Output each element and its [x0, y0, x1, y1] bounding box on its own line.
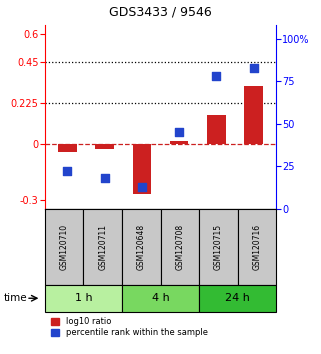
- Text: GSM120711: GSM120711: [98, 224, 107, 270]
- Legend: log10 ratio, percentile rank within the sample: log10 ratio, percentile rank within the …: [49, 316, 209, 339]
- Point: [102, 176, 107, 181]
- Point: [177, 130, 182, 135]
- Point: [139, 184, 144, 190]
- Text: GSM120648: GSM120648: [137, 224, 146, 270]
- Text: GSM120708: GSM120708: [175, 224, 184, 270]
- Bar: [207, 115, 226, 144]
- Point: [251, 65, 256, 71]
- Text: 4 h: 4 h: [152, 293, 169, 303]
- Text: GDS3433 / 9546: GDS3433 / 9546: [109, 6, 212, 19]
- Text: time: time: [3, 293, 27, 303]
- Text: 1 h: 1 h: [75, 293, 92, 303]
- Point: [214, 74, 219, 79]
- Bar: [133, 144, 151, 194]
- Bar: [244, 86, 263, 144]
- Bar: [170, 141, 188, 144]
- Point: [65, 169, 70, 174]
- Bar: [95, 144, 114, 149]
- Text: GSM120715: GSM120715: [214, 224, 223, 270]
- Text: GSM120716: GSM120716: [252, 224, 261, 270]
- Text: GSM120710: GSM120710: [60, 224, 69, 270]
- Text: 24 h: 24 h: [225, 293, 250, 303]
- Bar: [58, 144, 77, 152]
